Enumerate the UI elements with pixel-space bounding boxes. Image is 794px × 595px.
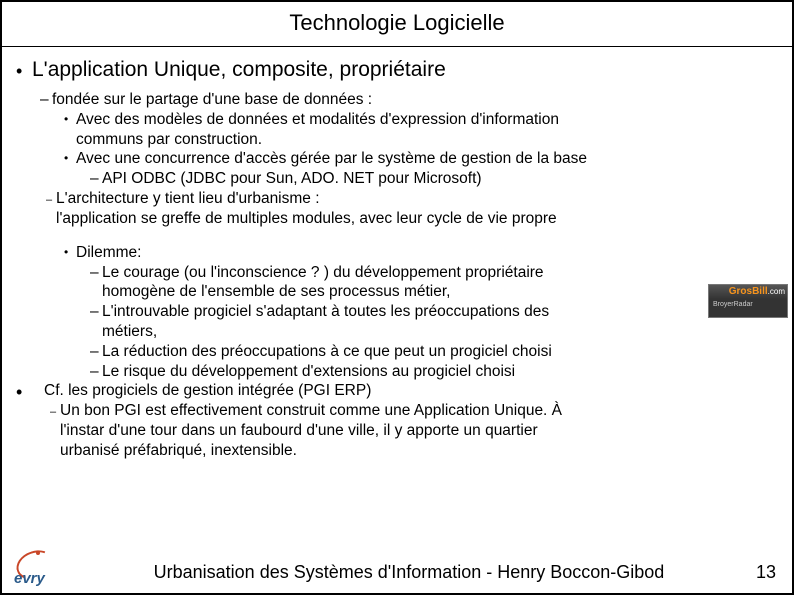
cf-line: Cf. les progiciels de gestion intégrée (… (14, 381, 780, 401)
bullet-l2: fondée sur le partage d'une base de donn… (14, 90, 780, 110)
bullet-l4-cont: homogène de l'ensemble de ses processus … (14, 282, 780, 302)
slide-footer: evry Urbanisation des Systèmes d'Informa… (2, 549, 792, 587)
cf-sub-cont: urbanisé préfabriqué, inextensible. (14, 441, 780, 461)
bullet-l4: Le courage (ou l'inconscience ? ) du dév… (14, 263, 780, 283)
page-number: 13 (756, 562, 776, 585)
slide-body: L'application Unique, composite, proprié… (2, 47, 792, 461)
cf-sub-cont: l'instar d'une tour dans un faubourd d'u… (14, 421, 780, 441)
bullet-l4-cont: métiers, (14, 322, 780, 342)
bullet-l2: L'architecture y tient lieu d'urbanisme … (14, 189, 780, 209)
cf-sub: Un bon PGI est effectivement construit c… (14, 401, 780, 421)
evry-logo: evry (8, 549, 62, 585)
bullet-l3: Avec une concurrence d'accès gérée par l… (14, 149, 780, 169)
slide-title-box: Technologie Logicielle (2, 2, 792, 47)
bullet-l3-cont: communs par construction. (14, 130, 780, 150)
main-heading: L'application Unique, composite, proprié… (14, 57, 780, 84)
logo-text: evry (14, 570, 45, 587)
badge-subtitle: BroyerRadar (709, 299, 787, 308)
footer-text: Urbanisation des Systèmes d'Information … (62, 562, 756, 585)
ad-badge: GrosBill.com BroyerRadar (708, 284, 788, 318)
bullet-l4: La réduction des préoccupations à ce que… (14, 342, 780, 362)
badge-domain: .com (768, 287, 785, 296)
slide-title: Technologie Logicielle (2, 10, 792, 36)
bullet-l2-cont: l'application se greffe de multiples mod… (14, 209, 780, 229)
bullet-l4: Le risque du développement d'extensions … (14, 362, 780, 382)
badge-brand: GrosBill (729, 286, 768, 297)
bullet-l4: L'introuvable progiciel s'adaptant à tou… (14, 302, 780, 322)
bullet-l4: API ODBC (JDBC pour Sun, ADO. NET pour M… (14, 169, 780, 189)
bullet-l3: Avec des modèles de données et modalités… (14, 110, 780, 130)
bullet-dilemma: Dilemme: (14, 243, 780, 263)
